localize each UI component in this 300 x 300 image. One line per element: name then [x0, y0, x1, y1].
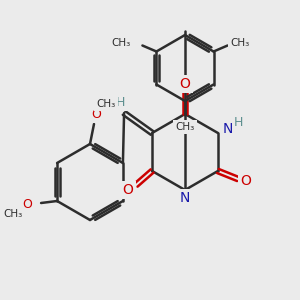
Text: N: N: [223, 122, 233, 136]
Text: O: O: [91, 107, 101, 121]
Text: O: O: [22, 199, 32, 212]
Text: CH₃: CH₃: [230, 38, 249, 49]
Text: O: O: [123, 183, 134, 197]
Text: H: H: [116, 95, 125, 109]
Text: CH₃: CH₃: [96, 99, 116, 109]
Text: N: N: [180, 191, 190, 205]
Text: CH₃: CH₃: [111, 38, 130, 49]
Text: CH₃: CH₃: [176, 122, 195, 132]
Text: O: O: [241, 174, 251, 188]
Text: O: O: [180, 77, 190, 91]
Text: H: H: [234, 116, 244, 130]
Text: CH₃: CH₃: [4, 209, 23, 219]
